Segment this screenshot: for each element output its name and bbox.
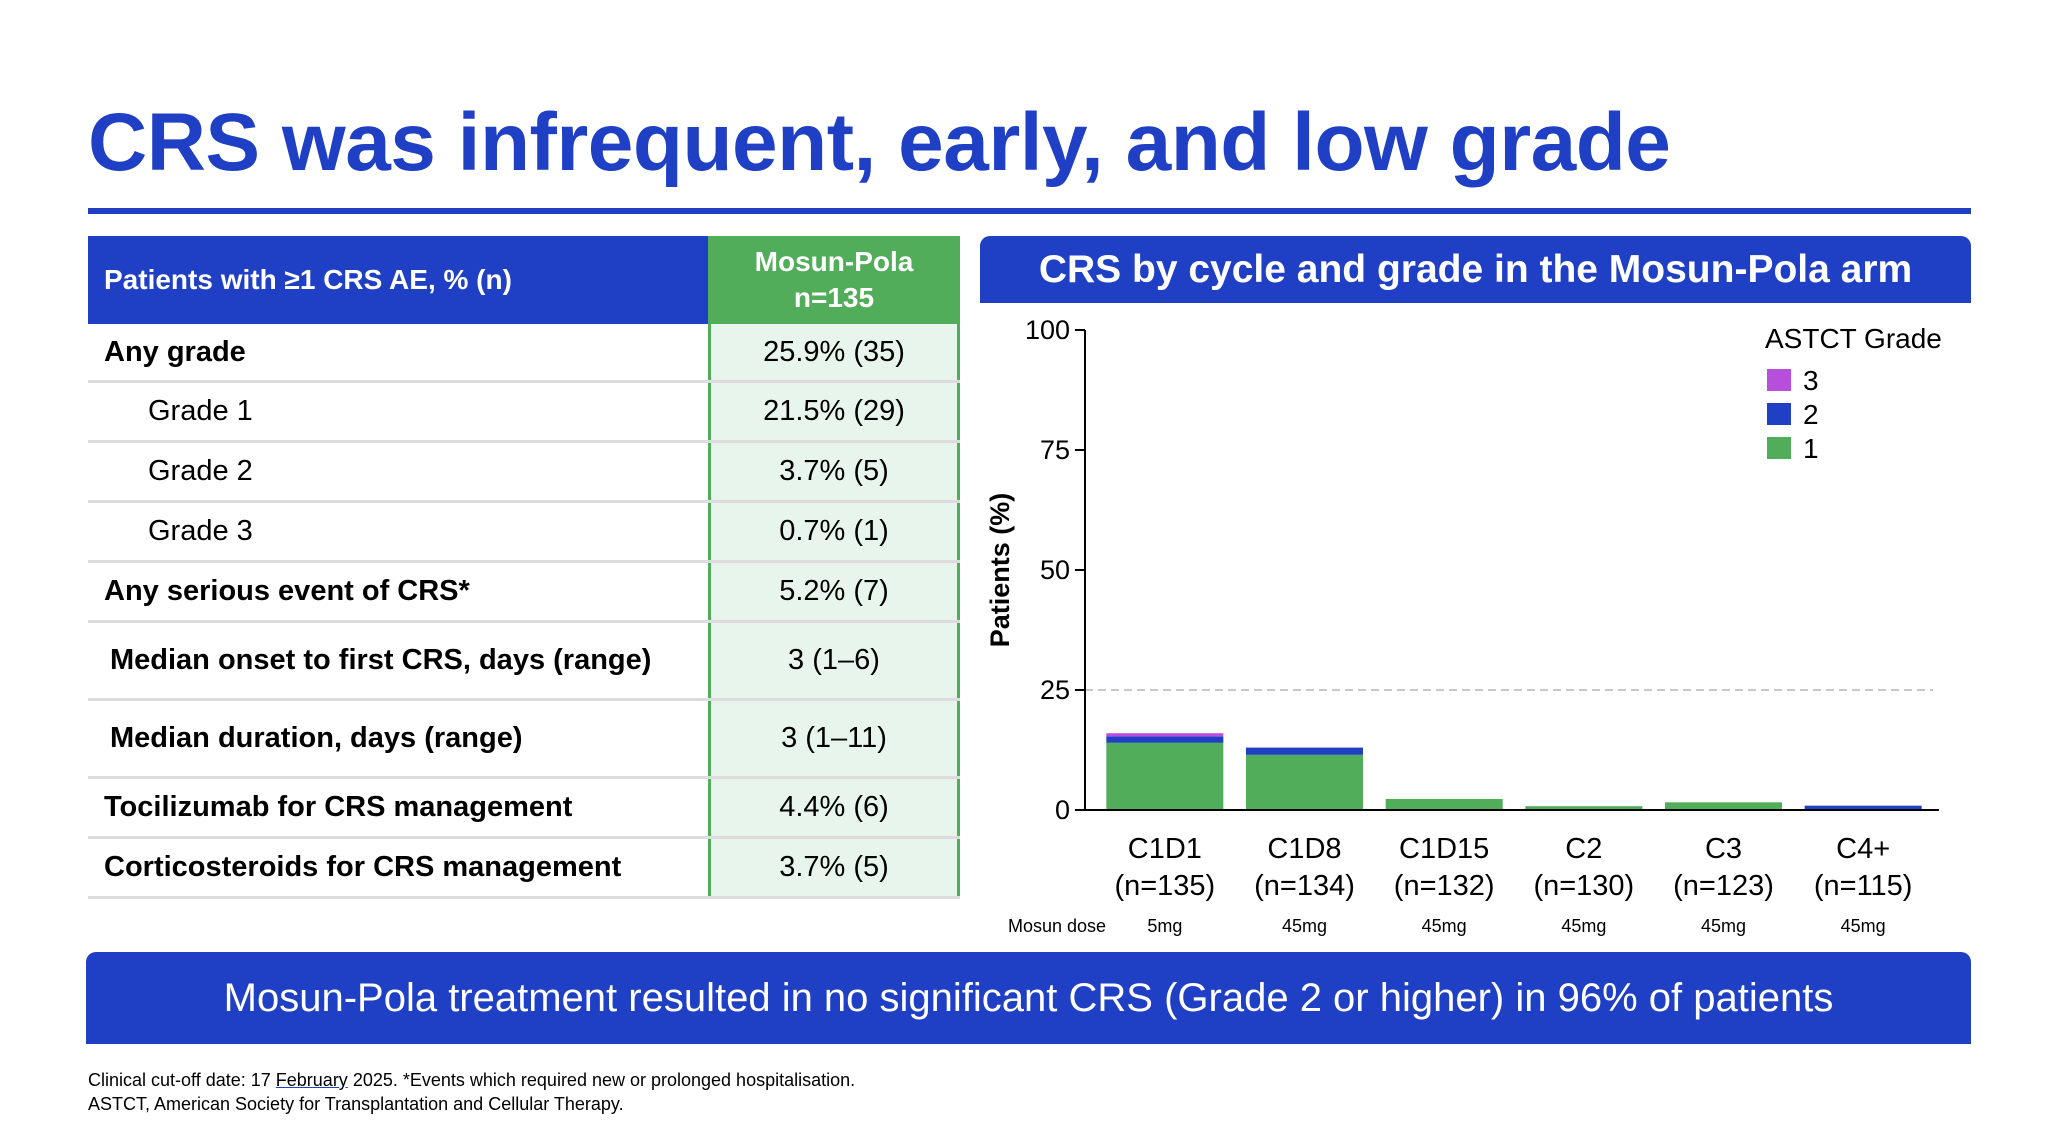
legend-label-grade-3: 3 [1803,365,1819,396]
row-label: Any serious event of CRS* [104,575,470,607]
bar-c1d8-grade-1 [1246,754,1363,810]
x-tick-label: C2 [1565,833,1602,865]
row-label: Grade 3 [148,515,253,547]
dose-label: 45mg [1282,916,1327,936]
row-value: 0.7% (1) [708,503,960,560]
dose-row-label: Mosun dose [1008,916,1106,936]
legend-swatch-grade-3 [1767,369,1791,391]
bar-c2-grade-1 [1525,806,1643,810]
table-row-grade-1: Grade 1 21.5% (29) [88,383,960,443]
bar-c1d1-grade-2 [1106,736,1224,743]
footnote-cutoff: Clinical cut-off date: 17 February 2025.… [88,1070,855,1091]
x-tick-n-label: (n=115) [1814,870,1913,902]
dose-label: 45mg [1841,916,1886,936]
x-tick-label: C3 [1705,833,1742,865]
x-tick-label: C4+ [1836,833,1890,865]
legend-label-grade-2: 2 [1803,399,1819,430]
footnote-month: February [275,1070,348,1090]
arm-name: Mosun-Pola [754,246,914,277]
dose-label: 45mg [1422,916,1467,936]
y-tick-label: 75 [1040,435,1070,465]
chart-title: CRS by cycle and grade in the Mosun-Pola… [980,236,1971,303]
row-value: 5.2% (7) [708,563,960,620]
legend-label-grade-1: 1 [1803,433,1819,464]
row-label: Grade 1 [148,395,253,427]
legend-swatch-grade-1 [1767,437,1791,459]
bar-c1d8-grade-2 [1246,747,1363,755]
row-value: 3 (1–11) [708,701,960,776]
row-label: Corticosteroids for CRS management [104,851,622,883]
row-value: 3 (1–6) [708,623,960,698]
table-header-label: Patients with ≥1 CRS AE, % (n) [88,236,708,324]
table-row-any-grade: Any grade 25.9% (35) [88,324,960,383]
table-row-median-onset: Median onset to first CRS, days (range) … [88,623,960,701]
bar-c4plus-grade-2 [1804,805,1922,810]
y-tick-label: 25 [1040,675,1070,705]
dose-label: 5mg [1147,916,1182,936]
y-tick-label: 100 [1025,315,1070,345]
footnote-prefix: Clinical cut-off date: 17 [88,1070,276,1090]
table-row-tocilizumab: Tocilizumab for CRS management 4.4% (6) [88,779,960,839]
x-tick-n-label: (n=123) [1673,870,1774,902]
row-value: 25.9% (35) [708,324,960,380]
row-label: Grade 2 [148,455,253,487]
footnote-suffix: 2025. *Events which required new or prol… [347,1070,856,1090]
bar-c3-grade-1 [1665,802,1782,810]
dose-label: 45mg [1561,916,1606,936]
row-value: 3.7% (5) [708,443,960,500]
arm-n: n=135 [793,282,875,313]
footnote-abbreviation: ASTCT, American Society for Transplantat… [88,1094,624,1114]
legend-title: ASTCT Grade [1765,323,1942,354]
table-header-arm: Mosun-Pola n=135 [708,236,960,324]
x-tick-n-label: (n=132) [1394,870,1495,902]
legend-swatch-grade-2 [1767,403,1791,425]
table-row-serious-event: Any serious event of CRS* 5.2% (7) [88,563,960,623]
row-label: Tocilizumab for CRS management [104,791,573,823]
row-label: Median duration, days (range) [110,722,523,754]
y-tick-label: 0 [1055,795,1070,825]
bar-c1d15-grade-1 [1385,798,1503,810]
dose-label: 45mg [1701,916,1746,936]
row-value: 4.4% (6) [708,779,960,836]
bar-c1d1-grade-1 [1106,742,1224,810]
y-tick-label: 50 [1040,555,1070,585]
x-tick-n-label: (n=134) [1254,870,1355,902]
x-tick-n-label: (n=130) [1533,870,1634,902]
y-axis-label: Patients (%) [985,493,1015,648]
key-finding-banner: Mosun-Pola treatment resulted in no sign… [86,952,1971,1044]
x-tick-label: C1D1 [1128,833,1202,865]
row-value: 3.7% (5) [708,839,960,896]
row-value: 21.5% (29) [708,383,960,440]
x-tick-n-label: (n=135) [1114,870,1215,902]
title-divider [88,208,1971,214]
table-row-grade-2: Grade 2 3.7% (5) [88,443,960,503]
page-title: CRS was infrequent, early, and low grade [88,97,1671,188]
row-label: Median onset to first CRS, days (range) [110,644,652,676]
table-row-corticosteroids: Corticosteroids for CRS management 3.7% … [88,839,960,899]
x-tick-label: C1D15 [1399,833,1489,865]
x-tick-label: C1D8 [1267,833,1341,865]
table-header-row: Patients with ≥1 CRS AE, % (n) Mosun-Pol… [88,236,960,324]
crs-by-cycle-chart: 0 25 50 75 100 Patients (%) C1D1 (n=135) 5mg C1D8… [985,315,1942,936]
table-row-median-duration: Median duration, days (range) 3 (1–11) [88,701,960,779]
crs-summary-table: Patients with ≥1 CRS AE, % (n) Mosun-Pol… [88,236,960,899]
bar-c1d1-grade-3 [1106,733,1224,737]
table-row-grade-3: Grade 3 0.7% (1) [88,503,960,563]
row-label: Any grade [104,335,246,368]
